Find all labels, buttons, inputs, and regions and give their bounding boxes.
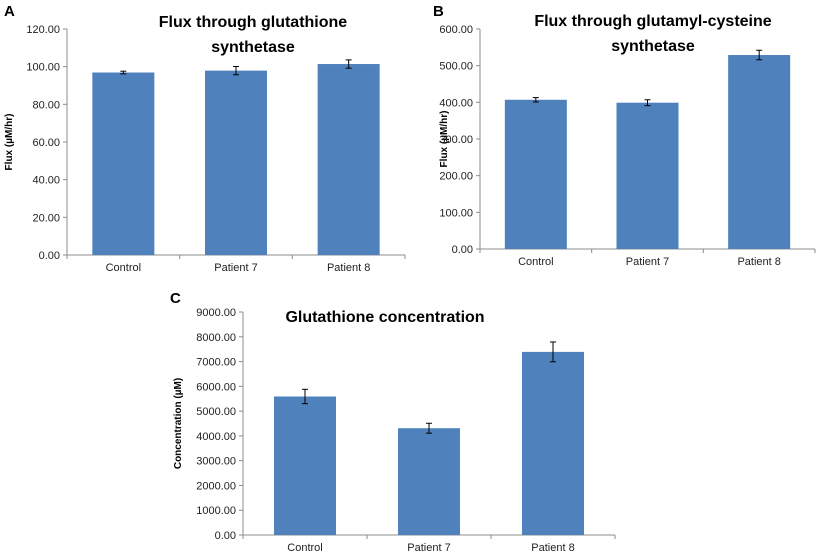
chart-title-c-line-1: Glutathione concentration [285, 309, 484, 326]
y-tick-label-b: 300.00 [439, 134, 473, 146]
bar-b-1 [504, 99, 567, 250]
x-tick-label-c-3: Patient 8 [531, 542, 574, 553]
x-tick-label-b-3: Patient 8 [737, 256, 780, 268]
y-tick-label-c: 7000.00 [196, 357, 236, 369]
y-tick-label-c: 3000.00 [196, 456, 236, 468]
panel-label-b: B [433, 3, 444, 20]
y-tick-label-b: 100.00 [439, 207, 473, 219]
bar-c-3 [522, 351, 584, 535]
y-axis-label-a: Flux (µM/hr) [4, 114, 15, 171]
bar-c-2 [398, 428, 460, 535]
y-tick-label-a: 0.00 [39, 250, 60, 262]
panel-label-a: A [4, 3, 15, 20]
y-tick-label-a: 60.00 [32, 137, 60, 149]
y-tick-label-c: 6000.00 [196, 381, 236, 393]
bar-a-1 [92, 72, 155, 255]
y-tick-label-a: 40.00 [32, 175, 60, 187]
y-tick-label-c: 0.00 [215, 530, 236, 542]
panel-label-c: C [170, 290, 181, 307]
y-tick-label-b: 400.00 [439, 97, 473, 109]
y-tick-label-c: 5000.00 [196, 406, 236, 418]
y-tick-label-b: 0.00 [452, 244, 473, 256]
x-tick-label-b-1: Control [518, 256, 553, 268]
chart-title-a-line-2: synthetase [211, 39, 295, 56]
x-tick-label-a-1: Control [106, 262, 141, 274]
bar-a-3 [317, 64, 380, 255]
y-tick-label-c: 2000.00 [196, 480, 236, 492]
y-tick-label-a: 120.00 [26, 24, 60, 36]
y-tick-label-b: 200.00 [439, 171, 473, 183]
chart-title-a-line-1: Flux through glutathione [159, 14, 348, 31]
x-tick-label-b-2: Patient 7 [626, 256, 669, 268]
x-tick-label-a-2: Patient 7 [214, 262, 257, 274]
chart-title-b-line-1: Flux through glutamyl-cysteine [534, 13, 771, 30]
x-tick-label-c-1: Control [287, 542, 322, 553]
x-tick-label-c-2: Patient 7 [407, 542, 450, 553]
bar-b-2 [616, 102, 679, 249]
y-tick-label-c: 1000.00 [196, 505, 236, 517]
bar-c-1 [274, 396, 336, 535]
chart-title-b-line-2: synthetase [611, 38, 695, 55]
y-tick-label-b: 600.00 [439, 24, 473, 36]
y-tick-label-a: 80.00 [32, 99, 60, 111]
y-tick-label-b: 500.00 [439, 61, 473, 73]
bar-a-2 [205, 70, 267, 255]
y-tick-label-c: 8000.00 [196, 332, 236, 344]
y-tick-label-a: 100.00 [26, 62, 60, 74]
y-tick-label-c: 9000.00 [196, 307, 236, 319]
x-tick-label-a-3: Patient 8 [327, 262, 370, 274]
y-axis-label-b: Flux (µM/hr) [439, 111, 450, 168]
bar-b-3 [728, 55, 791, 250]
y-tick-label-a: 20.00 [32, 212, 60, 224]
y-axis-label-c: Concentration (µM) [173, 378, 184, 469]
y-tick-label-c: 4000.00 [196, 431, 236, 443]
